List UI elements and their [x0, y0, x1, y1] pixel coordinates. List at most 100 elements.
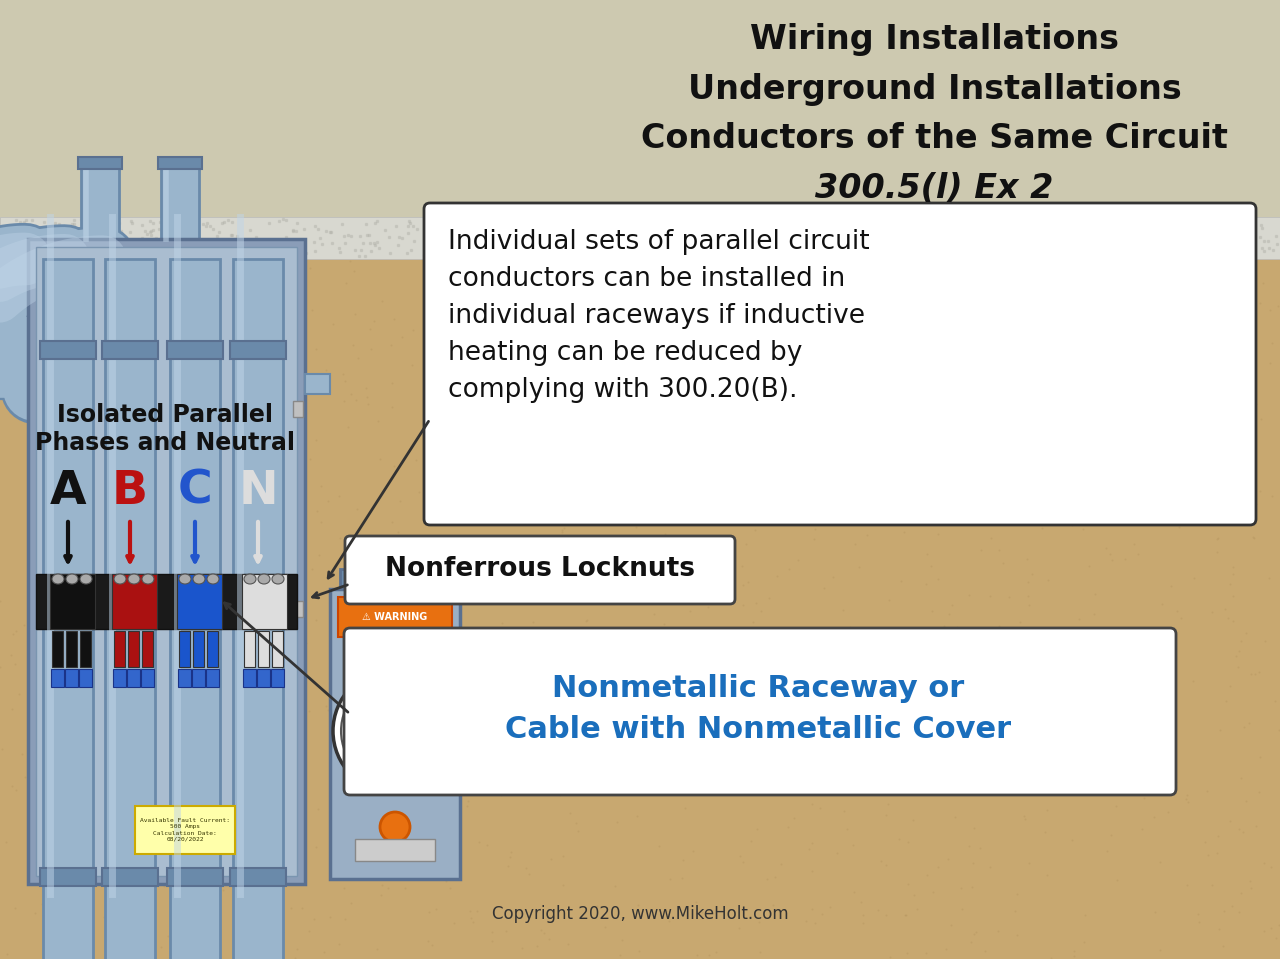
Bar — [340, 569, 451, 589]
Bar — [161, 164, 198, 244]
Bar — [65, 669, 78, 687]
Text: Conductors of the Same Circuit: Conductors of the Same Circuit — [641, 123, 1228, 155]
Bar — [293, 401, 303, 417]
Bar — [0, 217, 1280, 259]
Bar — [257, 669, 270, 687]
Text: Nonmetallic Raceway or
Cable with Nonmetallic Cover: Nonmetallic Raceway or Cable with Nonmet… — [504, 674, 1011, 744]
Bar — [378, 713, 394, 729]
Bar — [157, 157, 202, 169]
Bar — [206, 669, 219, 687]
Bar — [192, 669, 205, 687]
Text: 9: 9 — [421, 716, 428, 726]
Ellipse shape — [273, 574, 284, 584]
Bar — [273, 631, 283, 667]
Bar — [243, 669, 256, 687]
Ellipse shape — [114, 574, 125, 584]
Bar — [0, 259, 1280, 959]
Ellipse shape — [79, 574, 92, 584]
Text: ⚠ WARNING: ⚠ WARNING — [362, 612, 428, 622]
FancyBboxPatch shape — [344, 628, 1176, 795]
Text: Isolated Parallel
Phases and Neutral: Isolated Parallel Phases and Neutral — [35, 403, 294, 455]
Bar — [114, 631, 125, 667]
Ellipse shape — [142, 574, 154, 584]
Bar — [134, 806, 236, 854]
Circle shape — [380, 812, 410, 842]
Bar — [170, 259, 220, 959]
Text: A: A — [50, 469, 86, 513]
Text: 3: 3 — [383, 716, 389, 726]
Text: C: C — [178, 469, 212, 513]
Ellipse shape — [207, 574, 219, 584]
Bar — [113, 574, 157, 629]
Bar — [105, 259, 155, 959]
Bar — [51, 669, 64, 687]
Bar — [79, 669, 92, 687]
Text: Copyright 2020, www.MikeHolt.com: Copyright 2020, www.MikeHolt.com — [492, 905, 788, 923]
Bar — [230, 341, 285, 359]
Bar — [179, 631, 189, 667]
Bar — [113, 669, 125, 687]
Bar — [233, 259, 283, 959]
Bar — [397, 713, 413, 729]
Bar — [271, 669, 284, 687]
Text: 0: 0 — [402, 716, 408, 726]
Text: KILOWATTHOURS: KILOWATTHOURS — [369, 737, 422, 741]
Bar — [40, 341, 96, 359]
Bar — [177, 574, 221, 629]
Bar — [259, 631, 269, 667]
Text: Underground Installations: Underground Installations — [687, 73, 1181, 105]
Bar — [128, 631, 140, 667]
FancyBboxPatch shape — [424, 203, 1256, 525]
Bar — [305, 374, 330, 394]
Bar — [166, 868, 223, 886]
Bar — [416, 713, 433, 729]
Text: B: B — [111, 469, 148, 513]
Bar — [50, 574, 95, 629]
Bar — [293, 601, 303, 617]
Bar — [67, 631, 77, 667]
Bar — [52, 631, 63, 667]
Circle shape — [340, 677, 449, 785]
Ellipse shape — [244, 574, 256, 584]
Bar — [242, 574, 287, 629]
Text: N: N — [238, 469, 278, 513]
Bar — [330, 589, 460, 879]
Bar — [79, 631, 91, 667]
Bar — [142, 631, 154, 667]
Ellipse shape — [52, 574, 64, 584]
Ellipse shape — [193, 574, 205, 584]
Bar — [44, 259, 93, 959]
Bar — [81, 164, 119, 244]
Text: KILOWATTHOURS: KILOWATTHOURS — [357, 709, 433, 717]
Ellipse shape — [259, 574, 270, 584]
Text: Nonferrous Locknuts: Nonferrous Locknuts — [385, 556, 695, 582]
Bar — [230, 868, 285, 886]
Circle shape — [333, 669, 457, 793]
Bar — [141, 669, 154, 687]
Bar — [127, 669, 140, 687]
Bar — [166, 341, 223, 359]
Bar — [40, 868, 96, 886]
Text: RISK OF ELECTRIC SHOCK: RISK OF ELECTRIC SHOCK — [355, 600, 435, 605]
Bar — [355, 839, 435, 861]
Bar — [78, 157, 122, 169]
Bar — [102, 341, 157, 359]
Text: Wiring Installations: Wiring Installations — [750, 22, 1119, 56]
Text: Individual sets of parallel circuit
conductors can be installed in
individual ra: Individual sets of parallel circuit cond… — [448, 229, 869, 403]
Bar — [28, 239, 305, 884]
Bar — [36, 574, 297, 629]
Text: 6: 6 — [364, 716, 370, 726]
Ellipse shape — [179, 574, 191, 584]
FancyBboxPatch shape — [346, 536, 735, 604]
Bar — [358, 713, 375, 729]
Bar — [102, 868, 157, 886]
Text: 300.5(l) Ex 2: 300.5(l) Ex 2 — [815, 173, 1053, 205]
Bar — [36, 247, 297, 876]
Ellipse shape — [67, 574, 78, 584]
Ellipse shape — [128, 574, 140, 584]
Bar — [193, 631, 204, 667]
Bar — [178, 669, 191, 687]
Bar — [207, 631, 218, 667]
Text: Serial No. 12065: Serial No. 12065 — [372, 749, 417, 754]
Bar — [244, 631, 255, 667]
